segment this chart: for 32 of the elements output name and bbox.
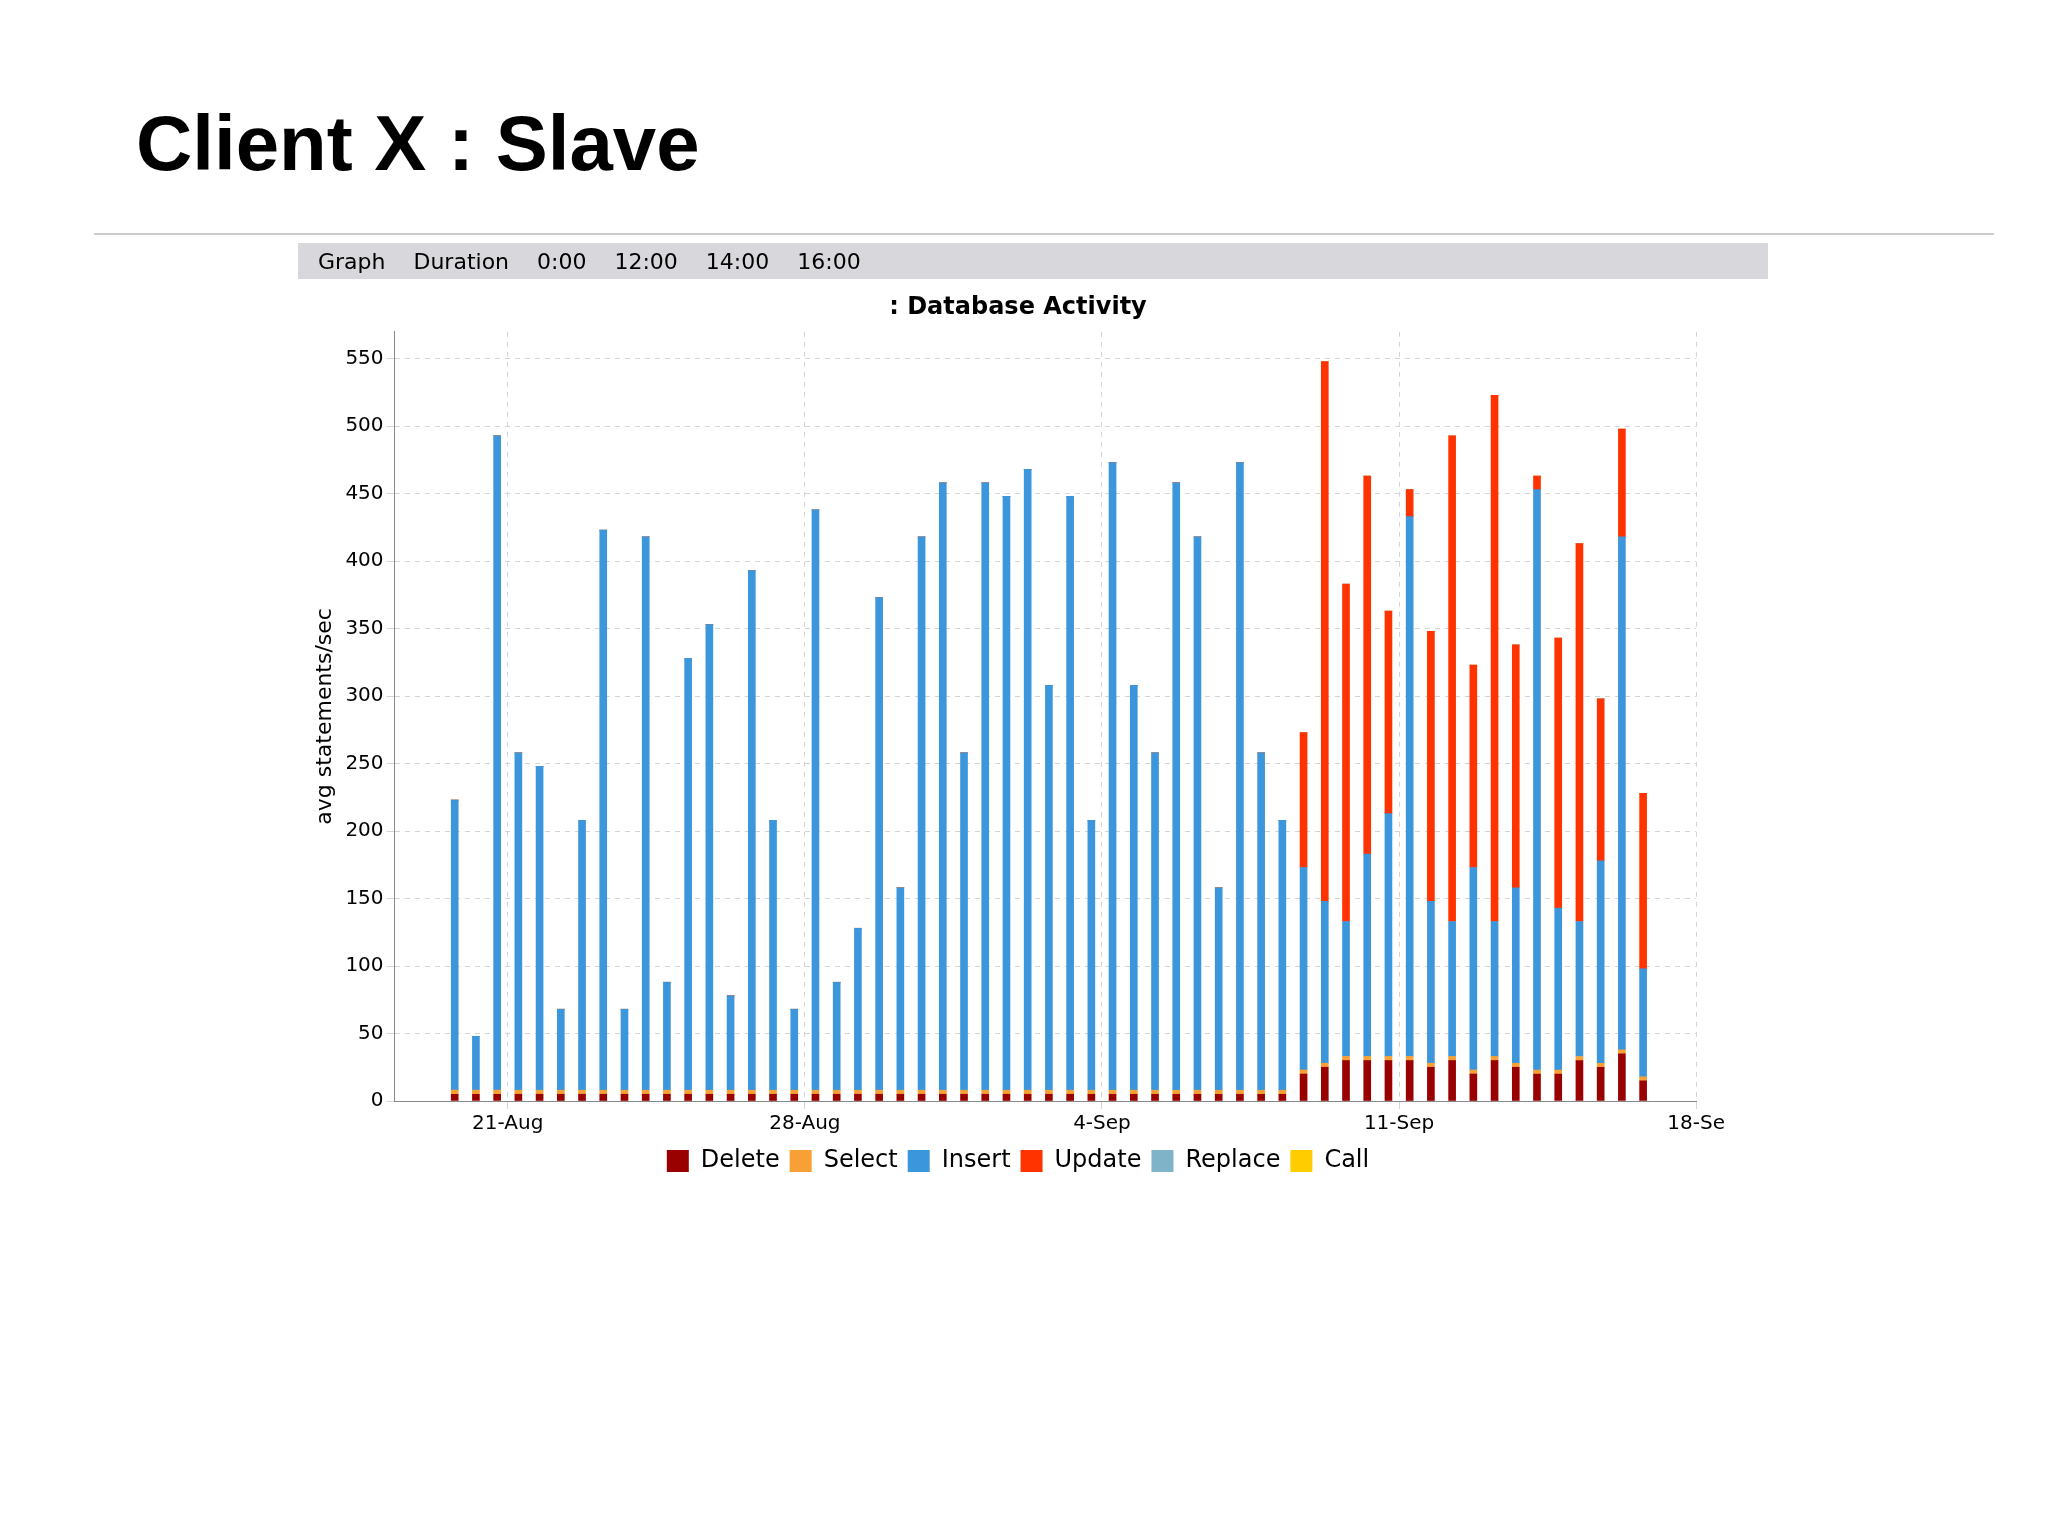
text: 16:00: [797, 248, 861, 274]
x-tick-label: 28-Aug: [769, 1110, 841, 1135]
x-tick-label: 4-Sep: [1073, 1110, 1131, 1135]
y-tick-label: 400: [345, 547, 384, 572]
y-tick-label: 250: [345, 749, 384, 774]
y-tick-label: 550: [345, 344, 384, 369]
y-tick-label: 150: [345, 884, 384, 909]
y-tick-label: 200: [345, 817, 384, 842]
legend-label: Call: [1324, 1145, 1370, 1174]
y-tick-label: 0: [370, 1087, 384, 1112]
text: 14:00: [705, 248, 770, 274]
y-tick-label: 100: [345, 952, 384, 977]
text: Duration: [413, 248, 510, 274]
text: Graph: [318, 248, 386, 274]
y-tick-label: 450: [345, 479, 384, 504]
x-tick-label: 21-Aug: [472, 1110, 544, 1135]
y-tick-label: 50: [358, 1019, 384, 1044]
y-tick-label: 300: [345, 682, 384, 707]
legend-label: Select: [823, 1145, 898, 1174]
legend-label: Delete: [700, 1145, 780, 1174]
y-tick-label: 500: [345, 412, 384, 437]
y-tick-label: 350: [345, 614, 384, 639]
x-tick-label: 11-Sep: [1363, 1110, 1435, 1135]
legend-label: Insert: [941, 1145, 1011, 1174]
chart-subtitle: : Database Activity: [889, 291, 1148, 320]
legend-label: Update: [1054, 1145, 1142, 1174]
legend-label: Replace: [1185, 1145, 1281, 1174]
text: 0:00: [537, 248, 587, 274]
y-axis-title: avg statements/sec: [310, 608, 336, 825]
x-tick-label: 18-Se: [1667, 1110, 1725, 1135]
chart-title: Client X : Slave: [136, 98, 700, 189]
text: 12:00: [614, 248, 678, 274]
